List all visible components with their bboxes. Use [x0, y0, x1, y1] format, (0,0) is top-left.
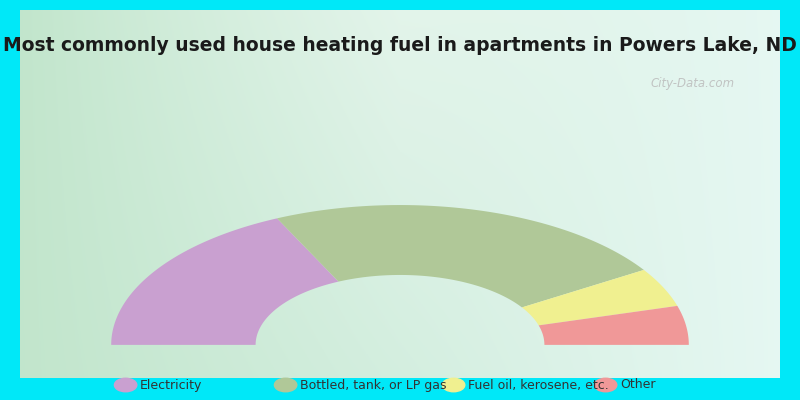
- Polygon shape: [538, 306, 689, 345]
- Ellipse shape: [442, 378, 465, 392]
- Text: Other: Other: [620, 378, 655, 392]
- Polygon shape: [111, 218, 338, 345]
- Ellipse shape: [594, 378, 617, 392]
- Polygon shape: [522, 270, 678, 325]
- Text: Bottled, tank, or LP gas: Bottled, tank, or LP gas: [300, 378, 446, 392]
- Ellipse shape: [114, 378, 137, 392]
- Text: Most commonly used house heating fuel in apartments in Powers Lake, ND: Most commonly used house heating fuel in…: [3, 36, 797, 55]
- Text: Electricity: Electricity: [140, 378, 202, 392]
- Text: Fuel oil, kerosene, etc.: Fuel oil, kerosene, etc.: [468, 378, 609, 392]
- Text: City-Data.com: City-Data.com: [651, 77, 735, 90]
- Ellipse shape: [274, 378, 297, 392]
- Polygon shape: [277, 205, 644, 308]
